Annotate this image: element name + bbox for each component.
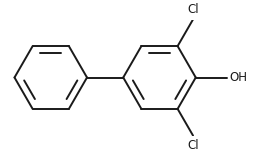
Text: Cl: Cl <box>187 139 199 152</box>
Text: OH: OH <box>229 71 247 84</box>
Text: Cl: Cl <box>187 3 199 16</box>
